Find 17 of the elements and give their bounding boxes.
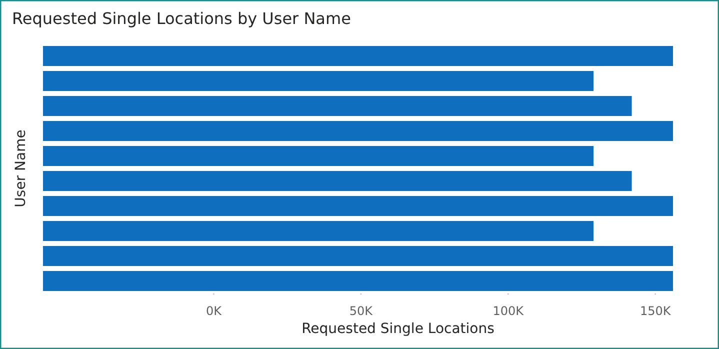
- bar: [43, 271, 673, 291]
- bar: [43, 171, 632, 191]
- x-tick-label: 150K: [640, 304, 672, 318]
- bar: [43, 71, 594, 91]
- bar: [43, 146, 594, 166]
- bar: [43, 121, 673, 141]
- chart-title: Requested Single Locations by User Name: [12, 9, 351, 28]
- y-axis-title: User Name: [13, 130, 29, 208]
- bar: [43, 196, 673, 216]
- bar: [43, 96, 632, 116]
- x-axis-title: Requested Single Locations: [302, 321, 494, 337]
- x-tick-label: 100K: [492, 304, 525, 318]
- bar: [43, 46, 673, 66]
- bar: [43, 246, 673, 266]
- x-tick-label: 50K: [349, 304, 374, 318]
- x-tick-label: 0K: [206, 304, 223, 318]
- bar: [43, 221, 594, 241]
